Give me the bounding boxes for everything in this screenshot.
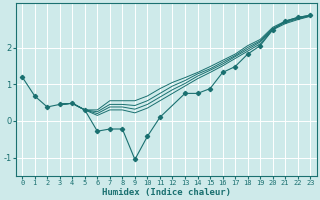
- X-axis label: Humidex (Indice chaleur): Humidex (Indice chaleur): [102, 188, 231, 197]
